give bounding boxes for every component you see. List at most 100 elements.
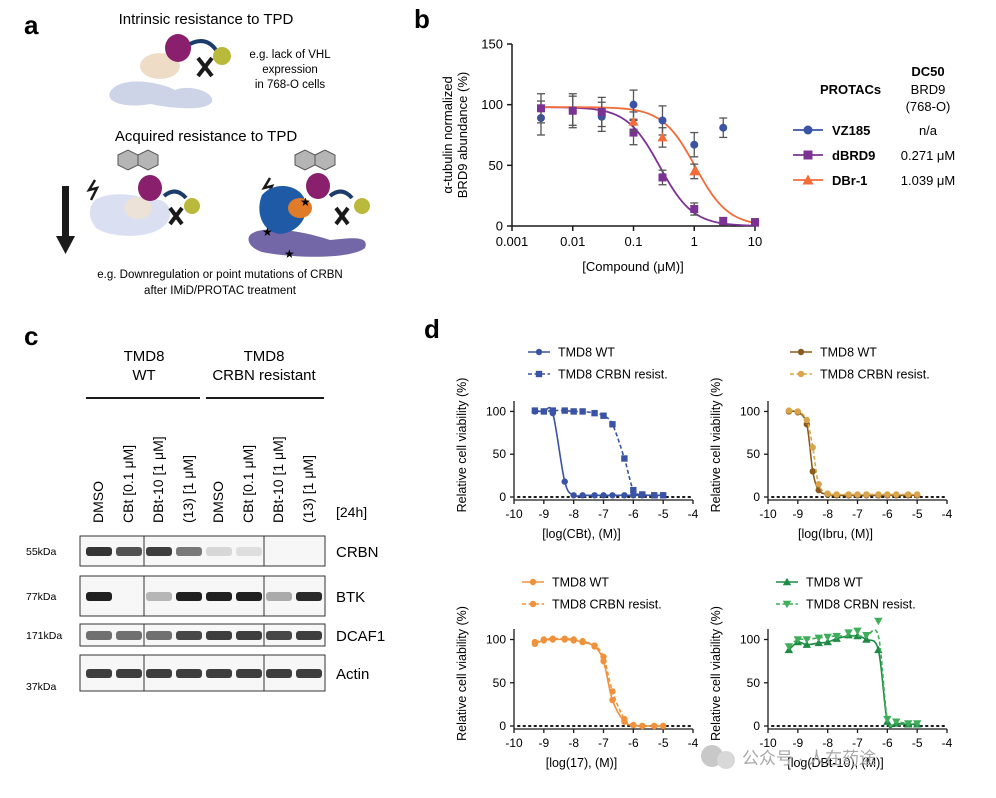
data-point-VZ185 xyxy=(690,140,699,149)
curve-wt xyxy=(534,638,664,727)
x-axis-label: [log(17), (M)] xyxy=(546,756,618,770)
data-point-resist xyxy=(809,444,816,451)
blot-band xyxy=(176,592,202,601)
legend-header-protacs: PROTACs xyxy=(820,82,881,97)
chart-d4: 0 50 100 -10 -9 -8 -7 -6 -5 -4 [log(DBt-10), (M)] R… xyxy=(709,576,953,771)
data-point-resist xyxy=(600,412,607,419)
x-tick-label: -8 xyxy=(568,507,579,521)
blot-band xyxy=(296,631,322,640)
data-point-resist xyxy=(540,408,548,415)
legend-dc50-dBRD9: 0.271 μM xyxy=(901,148,955,163)
blot-band xyxy=(236,669,262,678)
data-point-resist xyxy=(579,638,586,645)
blot-label-CRBN: CRBN xyxy=(336,544,379,561)
blot-band xyxy=(176,631,202,640)
legend-label-resist: TMD8 CRBN resist. xyxy=(552,598,662,612)
data-point-dBRD9 xyxy=(658,173,667,182)
data-point-dBRD9 xyxy=(629,128,638,137)
blot-band xyxy=(116,669,142,678)
y-tick-label: 100 xyxy=(740,633,760,647)
watermark-text: 公众号 · 人在药途 xyxy=(742,749,876,768)
data-point-wt xyxy=(802,640,811,648)
data-point-resist xyxy=(802,636,811,644)
y-tick-label: 0 xyxy=(753,719,760,733)
data-point-wt xyxy=(609,696,616,704)
x-tick-label: -8 xyxy=(568,736,579,750)
x-tick-label: -6 xyxy=(628,507,639,521)
x-tick-label: -7 xyxy=(852,736,863,750)
blot-band xyxy=(176,547,202,556)
data-point-resist xyxy=(570,636,577,643)
y-tick-label: 100 xyxy=(481,97,503,112)
blot-band xyxy=(146,669,172,678)
data-point-resist xyxy=(874,617,883,626)
blot-band xyxy=(236,631,262,640)
data-point-resist xyxy=(875,491,882,498)
blot-band xyxy=(206,592,232,601)
x-tick-label: -8 xyxy=(822,507,833,521)
data-point-resist xyxy=(893,491,900,498)
curve-wt xyxy=(788,634,918,729)
x-tick-label: -5 xyxy=(658,736,669,750)
data-point-DBr-1 xyxy=(657,132,668,142)
x-tick-label: -10 xyxy=(759,736,777,750)
data-point-wt xyxy=(570,492,577,499)
chart-d1: 0 50 100 -10 -9 -8 -7 -6 -5 -4 [log(CBt), (M)] Rela… xyxy=(455,346,699,542)
data-point-resist xyxy=(833,491,840,498)
data-point-wt xyxy=(600,492,607,499)
data-point-resist xyxy=(579,408,586,415)
data-point-dBRD9 xyxy=(568,106,577,115)
legend-marker-dBRD9 xyxy=(803,150,813,160)
legend-marker-resist xyxy=(529,600,537,608)
legend-label-resist: TMD8 CRBN resist. xyxy=(806,598,916,612)
lane-label: DBt-10 [1 μM] xyxy=(270,436,286,523)
lane-label: CBt [0.1 μM] xyxy=(240,445,256,523)
data-point-resist xyxy=(845,491,852,498)
xlabel-b: [Compound (μM)] xyxy=(582,259,683,274)
legend-label-resist: TMD8 CRBN resist. xyxy=(558,368,668,382)
kda-label: 171kDa xyxy=(26,630,62,642)
data-point-resist xyxy=(531,638,539,646)
note-vhl-line3: in 768-O cells xyxy=(255,79,326,91)
legend-marker-resist xyxy=(535,370,543,378)
data-point-resist xyxy=(815,480,822,488)
data-point-resist xyxy=(591,642,598,649)
data-point-VZ185 xyxy=(629,100,638,109)
note-vhl-line2: expression xyxy=(262,64,318,76)
data-point-resist xyxy=(824,490,831,497)
lane-label: CBt [0.1 μM] xyxy=(120,445,136,523)
data-point-resist xyxy=(630,721,637,729)
dc50-header: DC50 xyxy=(911,64,944,79)
protein-cartoon-downregulated xyxy=(86,149,200,236)
data-point-resist xyxy=(659,722,667,730)
data-point-resist xyxy=(659,492,667,499)
data-point-resist xyxy=(794,408,802,415)
x-axis-label: [log(CBt), (M)] xyxy=(542,527,620,541)
data-point-dBRD9 xyxy=(690,205,699,214)
legend-label-resist: TMD8 CRBN resist. xyxy=(820,368,930,382)
x-tick-label: -5 xyxy=(912,736,923,750)
data-point-wt xyxy=(814,638,823,647)
title-intrinsic: Intrinsic resistance to TPD xyxy=(119,11,294,28)
lane-label: (13) [1 μM] xyxy=(300,455,316,523)
data-point-resist xyxy=(621,715,628,723)
data-point-resist xyxy=(844,629,853,637)
data-point-resist xyxy=(905,491,912,498)
data-point-VZ185 xyxy=(719,123,728,132)
legend-marker-VZ185 xyxy=(803,125,813,135)
note-crbn-line1: e.g. Downregulation or point mutations o… xyxy=(97,269,342,281)
x-tick-label: -9 xyxy=(538,507,549,521)
y-axis-label: Relative cell viability (%) xyxy=(455,378,469,513)
panel-letter-b: b xyxy=(414,4,430,34)
blot-band xyxy=(266,592,292,601)
blot-band xyxy=(296,669,322,678)
x-tick-label: -5 xyxy=(658,507,669,521)
lane-label: DMSO xyxy=(90,481,106,523)
dc50-sub2: (768-O) xyxy=(906,99,951,114)
data-point-resist xyxy=(853,627,862,636)
curve-resist xyxy=(788,409,918,496)
y-tick-label: 100 xyxy=(740,404,760,418)
blot-label-Actin: Actin xyxy=(336,666,369,683)
panel-letter-a: a xyxy=(24,10,39,40)
